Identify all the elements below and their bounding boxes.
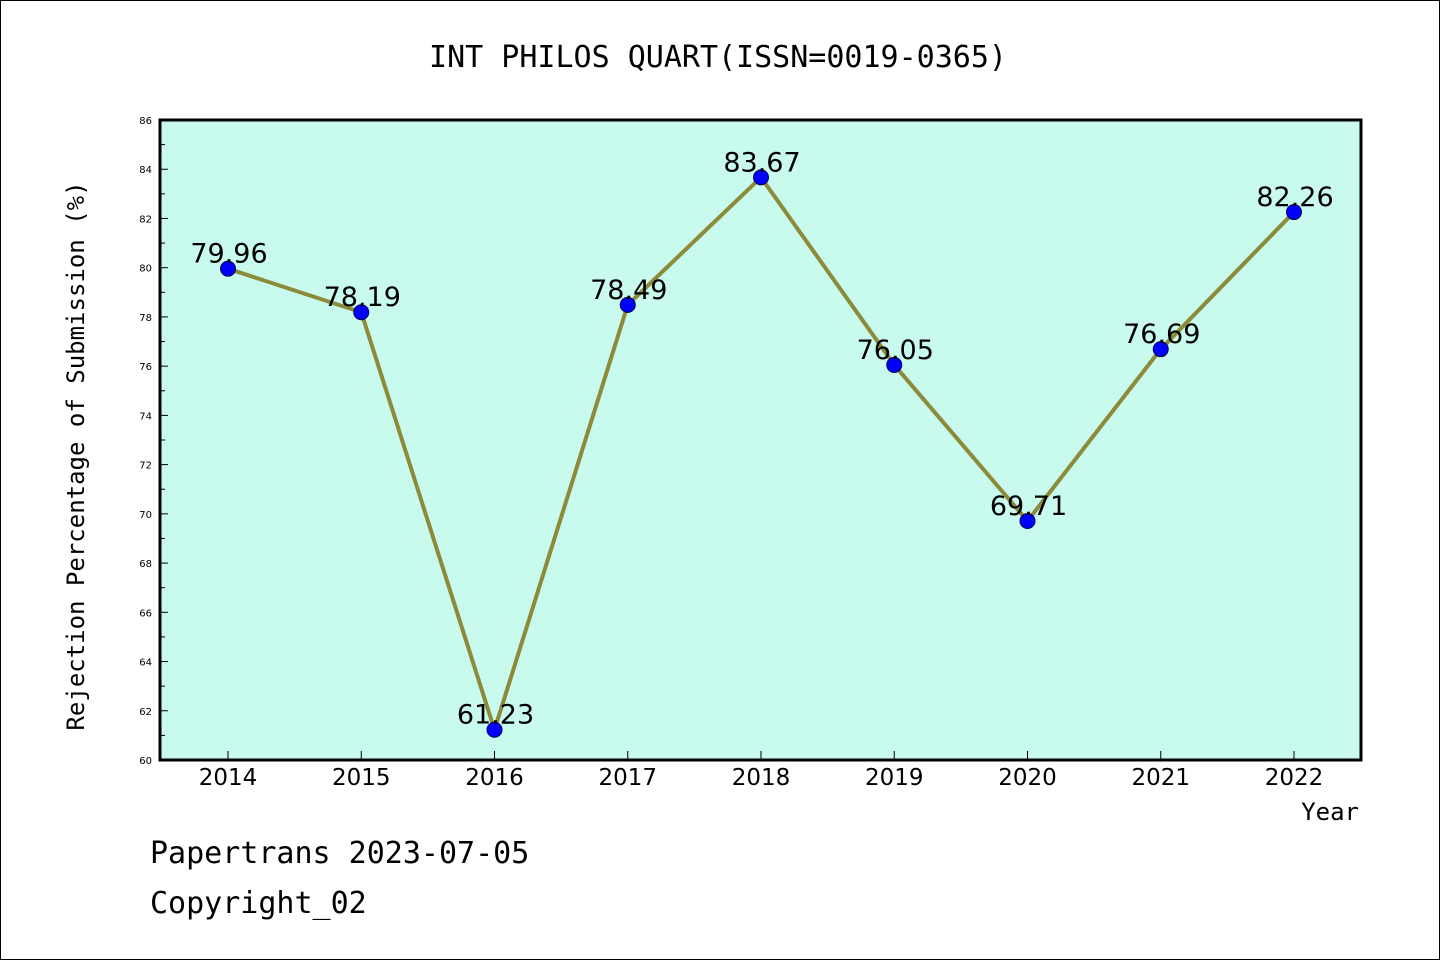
plot-area [160,120,1361,760]
y-tick-label: 80 [139,264,152,275]
x-tick-label: 2018 [732,765,791,791]
data-point [1286,204,1302,221]
x-axis-label: Year [1301,798,1359,826]
x-tick-label: 2017 [598,765,657,791]
y-tick-label: 82 [139,214,152,225]
y-tick-label: 64 [139,658,152,669]
chart-title: INT PHILOS QUART(ISSN=0019-0365) [429,40,1007,75]
x-tick-label: 2016 [465,765,524,791]
y-tick-label: 66 [139,608,152,619]
data-label: 83.67 [723,147,800,178]
footer-copyright: Copyright_02 [150,886,367,921]
y-tick-label: 72 [139,461,152,472]
x-tick-label: 2015 [332,765,391,791]
x-tick-label: 2020 [998,765,1057,791]
data-label: 61.23 [457,700,534,731]
data-point [1019,512,1036,529]
x-axis: 2014 2015 2016 2017 2018 2019 2020 2021 2022 [199,751,1324,791]
x-tick-label: 2021 [1131,765,1190,791]
data-label: 82.26 [1256,182,1333,213]
series-line: 79.96 78.19 61.23 78.49 83.67 76.05 69.71 76.69… [190,147,1334,738]
data-point [886,356,903,373]
y-tick-label: 74 [139,411,152,422]
data-label: 69.71 [990,491,1067,522]
y-tick-label: 76 [139,362,152,373]
y-tick-label: 86 [139,116,152,127]
footer-date: Papertrans 2023-07-05 [150,836,530,871]
data-label: 76.05 [857,335,934,366]
data-point [486,721,503,738]
y-tick-label: 84 [139,165,152,176]
y-tick-label: 78 [139,313,152,324]
data-label: 78.19 [324,282,401,313]
plot-border [158,118,1363,762]
data-label: 78.49 [590,275,667,306]
data-point [1152,341,1169,358]
y-axis-label: Rejection Percentage of Submission (%) [62,181,90,730]
y-tick-label: 68 [139,559,152,570]
data-point [220,260,236,277]
data-label: 76.69 [1123,319,1200,350]
x-tick-label: 2014 [199,765,258,791]
y-tick-label: 62 [139,707,152,718]
y-tick-label: 60 [139,756,152,767]
x-tick-label: 2019 [865,765,924,791]
data-point [353,304,370,321]
data-point [753,169,769,186]
x-tick-label: 2022 [1265,765,1324,791]
y-tick-label: 70 [139,510,152,521]
data-label: 79.96 [190,239,267,270]
data-point [619,296,636,313]
